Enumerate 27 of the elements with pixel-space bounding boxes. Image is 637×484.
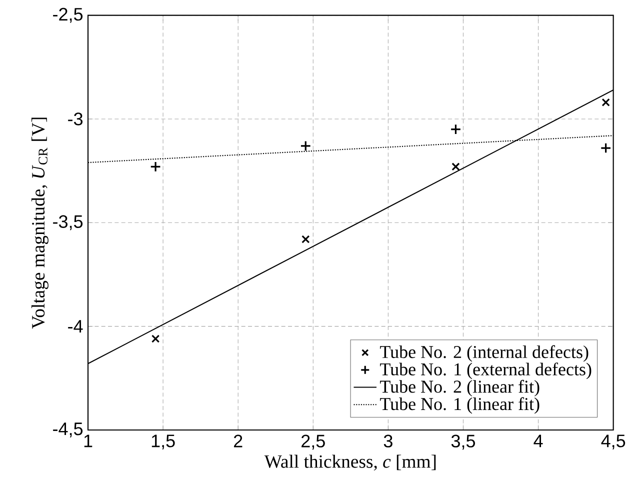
x-tick-label: 1 bbox=[84, 434, 92, 448]
x-tick-label: 3 bbox=[384, 434, 392, 448]
x-axis-title: Wall thickness, c [mm] bbox=[264, 454, 436, 471]
point bbox=[452, 162, 460, 171]
legend-label: Tube No. 1 (linear fit) bbox=[380, 397, 540, 414]
x-tick-label: 4,5 bbox=[601, 434, 626, 450]
x-tick-label: 3,5 bbox=[451, 434, 475, 450]
y-tick-label: -2,5 bbox=[53, 8, 83, 23]
y-axis-title: Voltage magnitude, U$_{CR}$ [V] bbox=[31, 118, 48, 329]
point bbox=[150, 161, 162, 172]
x-tick-label: 2 bbox=[234, 434, 242, 448]
point bbox=[302, 235, 310, 244]
x-tick-label: 1,5 bbox=[152, 434, 175, 450]
legend-label: Tube No. 1 (external defects) bbox=[380, 362, 592, 380]
point bbox=[300, 140, 312, 152]
y-tick-label: -4,5 bbox=[53, 422, 83, 438]
point bbox=[602, 98, 610, 107]
y-tick-label: -3,5 bbox=[53, 215, 83, 230]
point bbox=[151, 334, 160, 343]
legend-label: Tube No. 2 (linear fit) bbox=[380, 380, 540, 396]
legend-label: Tube No. 2 (internal defects) bbox=[380, 345, 588, 362]
y-tick-label: -3 bbox=[68, 112, 83, 126]
x-tick-label: 2,5 bbox=[302, 434, 325, 450]
point bbox=[450, 124, 462, 135]
y-tick-label: -4 bbox=[68, 320, 83, 333]
x-tick-label: 4 bbox=[534, 434, 543, 448]
point bbox=[600, 142, 612, 154]
